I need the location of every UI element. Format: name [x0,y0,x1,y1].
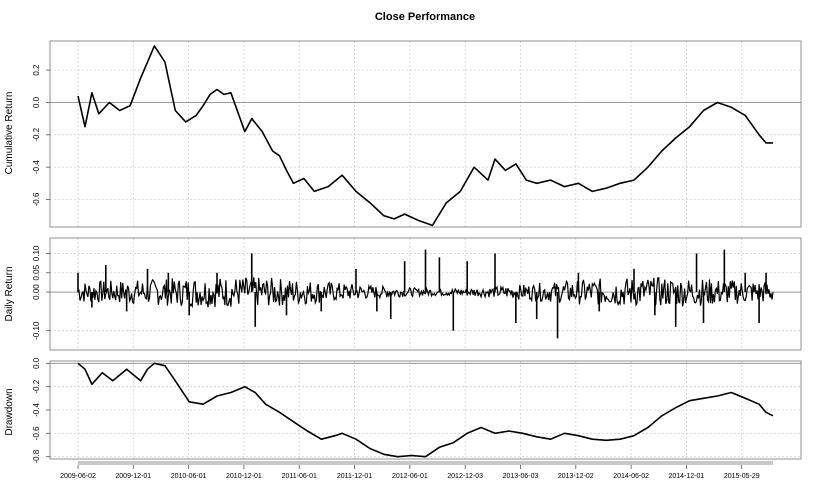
x-tick-label: 2010-06-01 [171,473,207,480]
series-layer [77,45,774,458]
x-tick-label: 2013-12-02 [558,473,594,480]
x-tick-label: 2011-12-01 [337,473,372,480]
chart-title: Close Performance [375,11,475,23]
y-tick-label: -0.10 [32,321,41,340]
cumulative-series-line [77,45,773,227]
y-tick-label: 0.0 [32,96,41,108]
y-tick-label: -0.2 [32,127,41,141]
y-tick-label: 0.10 [32,245,41,261]
y-tick-label: -0.4 [32,403,41,417]
x-tick-label: 2011-06-01 [282,473,317,480]
x-tick-label: 2009-12-01 [115,473,151,480]
y-tick-label: 0.05 [32,264,41,280]
x-axis-bar [78,461,773,465]
daily-panel-frame [49,237,802,351]
x-tick-label: 2014-12-01 [669,473,705,480]
drawdown-ylabel: Drawdown [4,388,15,435]
x-tick-label: 2013-06-03 [503,473,539,480]
y-tick-label: -0.8 [32,449,41,463]
x-tick-label: 2015-05-29 [724,473,760,480]
x-axis: 2009-06-02 2009-12-01 2010-06-01 2010-12-01… [60,461,773,480]
daily-return-line [77,277,774,309]
x-tick-label: 2012-06-01 [392,473,428,480]
x-tick-label: 2010-12-01 [226,473,262,480]
daily-ylabel: Daily Return [4,266,15,321]
y-tick-label: 0.00 [32,284,41,300]
cumulative-ylabel: Cumulative Return [4,92,15,175]
y-tick-label: 0.2 [32,64,41,76]
x-tick-label: 2014-06-02 [613,473,649,480]
y-axis-ticks: 0.2 0.0 -0.2 -0.4 -0.6 0.10 0.05 0.00 -0.10 0.0 -0… [32,64,50,464]
y-tick-label: -0.4 [32,160,41,174]
x-tick-label: 2009-06-02 [60,473,96,480]
x-tick-label: 2012-12-03 [447,473,483,480]
y-tick-label: 0.0 [32,357,41,369]
y-tick-label: -0.6 [32,426,41,440]
y-tick-label: -0.6 [32,192,41,206]
y-tick-label: -0.2 [32,379,41,393]
drawdown-series-line [77,362,774,458]
cumulative-panel-frame [49,40,802,228]
grid-layer [50,41,801,459]
